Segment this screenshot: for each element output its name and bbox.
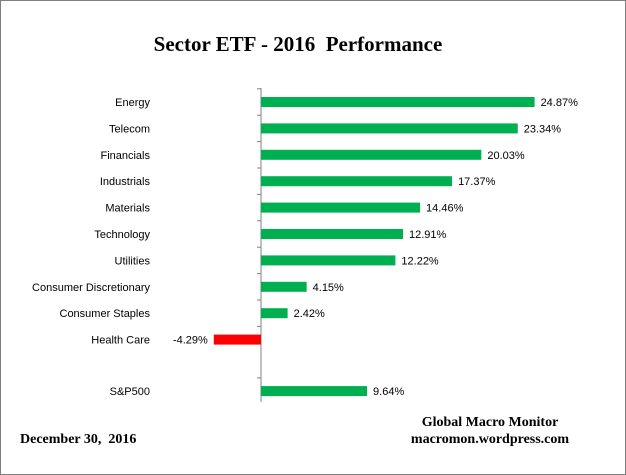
date-label: December 30, 2016	[20, 432, 137, 447]
bar-telecom	[261, 123, 518, 134]
category-label: Utilities	[115, 255, 151, 267]
value-label: -4.29%	[173, 335, 208, 347]
category-label: Materials	[105, 203, 150, 215]
value-label: 4.15%	[313, 282, 344, 294]
bar-financials	[261, 149, 482, 160]
bar-health-care	[213, 334, 261, 345]
category-label: Consumer Staples	[60, 308, 151, 320]
category-label: Telecom	[109, 123, 150, 135]
bar-s-p500	[261, 386, 368, 397]
source-url: macromon.wordpress.com	[410, 432, 570, 447]
category-label: S&P500	[110, 386, 150, 398]
value-label: 23.34%	[524, 123, 562, 135]
source-block: Global Macro Monitor macromon.wordpress.…	[385, 414, 595, 448]
category-label: Consumer Discretionary	[32, 282, 150, 294]
bar-materials	[261, 202, 421, 213]
category-label: Industrials	[100, 176, 151, 188]
bar-consumer-discretionary	[261, 281, 307, 292]
value-label: 14.46%	[426, 203, 464, 215]
value-label: 2.42%	[294, 308, 325, 320]
bar-utilities	[261, 255, 396, 266]
bar-technology	[261, 229, 404, 239]
category-label: Energy	[115, 97, 150, 109]
source-name: Global Macro Monitor	[421, 415, 559, 430]
value-label: 20.03%	[487, 150, 525, 162]
bar-energy	[261, 97, 535, 107]
chart-title: Sector ETF - 2016 Performance	[153, 32, 443, 56]
value-label: 9.64%	[373, 386, 404, 398]
value-label: 24.87%	[541, 97, 579, 109]
bar-industrials	[261, 176, 453, 187]
value-label: 12.91%	[409, 229, 447, 241]
category-label: Technology	[94, 229, 150, 241]
value-label: 12.22%	[401, 255, 439, 267]
category-label: Health Care	[91, 335, 150, 347]
category-label: Financials	[100, 150, 150, 162]
bar-consumer-staples	[261, 308, 288, 319]
value-label: 17.37%	[458, 176, 496, 188]
